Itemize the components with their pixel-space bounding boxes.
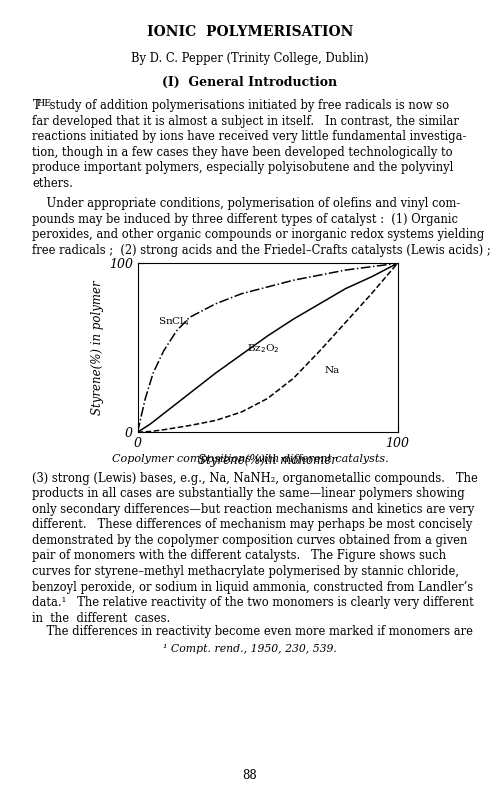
- Text: peroxides, and other organic compounds or inorganic redox systems yielding: peroxides, and other organic compounds o…: [32, 228, 485, 241]
- Text: benzoyl peroxide, or sodium in liquid ammonia, constructed from Landler’s: benzoyl peroxide, or sodium in liquid am…: [32, 581, 473, 593]
- Text: in  the  different  cases.: in the different cases.: [32, 612, 171, 625]
- Text: Copolymer compositions with different catalysts.: Copolymer compositions with different ca…: [112, 454, 388, 465]
- Text: reactions initiated by ions have received very little fundamental investiga-: reactions initiated by ions have receive…: [32, 130, 467, 143]
- Y-axis label: Styrene(%) in polymer: Styrene(%) in polymer: [92, 281, 104, 415]
- Text: (I)  General Introduction: (I) General Introduction: [162, 75, 338, 89]
- Text: free radicals ;  (2) strong acids and the Friedel–Crafts catalysts (Lewis acids): free radicals ; (2) strong acids and the…: [32, 244, 491, 257]
- Text: 88: 88: [242, 769, 258, 782]
- Text: By D. C. Pepper (Trinity College, Dublin): By D. C. Pepper (Trinity College, Dublin…: [131, 52, 369, 65]
- Text: IONIC  POLYMERISATION: IONIC POLYMERISATION: [147, 25, 353, 39]
- Text: demonstrated by the copolymer composition curves obtained from a given: demonstrated by the copolymer compositio…: [32, 534, 468, 547]
- Text: ethers.: ethers.: [32, 177, 74, 190]
- Text: far developed that it is almost a subject in itself.   In contrast, the similar: far developed that it is almost a subjec…: [32, 115, 460, 127]
- Text: produce important polymers, especially polyisobutene and the polyvinyl: produce important polymers, especially p…: [32, 161, 454, 174]
- X-axis label: Styrene(%)in monomer: Styrene(%)in monomer: [198, 454, 337, 468]
- Text: curves for styrene–methyl methacrylate polymerised by stannic chloride,: curves for styrene–methyl methacrylate p…: [32, 565, 460, 578]
- Text: Under appropriate conditions, polymerisation of olefins and vinyl com-: Under appropriate conditions, polymerisa…: [32, 197, 461, 210]
- Text: T: T: [32, 99, 40, 112]
- Text: Na: Na: [324, 365, 340, 375]
- Text: SnCl$_4$: SnCl$_4$: [158, 314, 190, 328]
- Text: data.¹   The relative reactivity of the two monomers is clearly very different: data.¹ The relative reactivity of the tw…: [32, 596, 474, 609]
- Text: pounds may be induced by three different types of catalyst :  (1) Organic: pounds may be induced by three different…: [32, 213, 459, 226]
- Text: tion, though in a few cases they have been developed technologically to: tion, though in a few cases they have be…: [32, 145, 453, 159]
- Text: HE: HE: [37, 99, 52, 108]
- Text: pair of monomers with the different catalysts.   The Figure shows such: pair of monomers with the different cata…: [32, 549, 447, 563]
- Text: Bz$_2$O$_2$: Bz$_2$O$_2$: [246, 342, 280, 354]
- Text: products in all cases are substantially the same—linear polymers showing: products in all cases are substantially …: [32, 487, 465, 500]
- Text: study of addition polymerisations initiated by free radicals is now so: study of addition polymerisations initia…: [46, 99, 449, 112]
- Text: The differences in reactivity become even more marked if monomers are: The differences in reactivity become eve…: [32, 625, 473, 638]
- Text: only secondary differences—but reaction mechanisms and kinetics are very: only secondary differences—but reaction …: [32, 503, 475, 516]
- Text: (3) strong (Lewis) bases, e.g., Na, NaNH₂, organometallic compounds.   The: (3) strong (Lewis) bases, e.g., Na, NaNH…: [32, 472, 478, 485]
- Text: ¹ Compt. rend., 1950, 230, 539.: ¹ Compt. rend., 1950, 230, 539.: [163, 644, 337, 654]
- Text: different.   These differences of mechanism may perhaps be most concisely: different. These differences of mechanis…: [32, 518, 473, 531]
